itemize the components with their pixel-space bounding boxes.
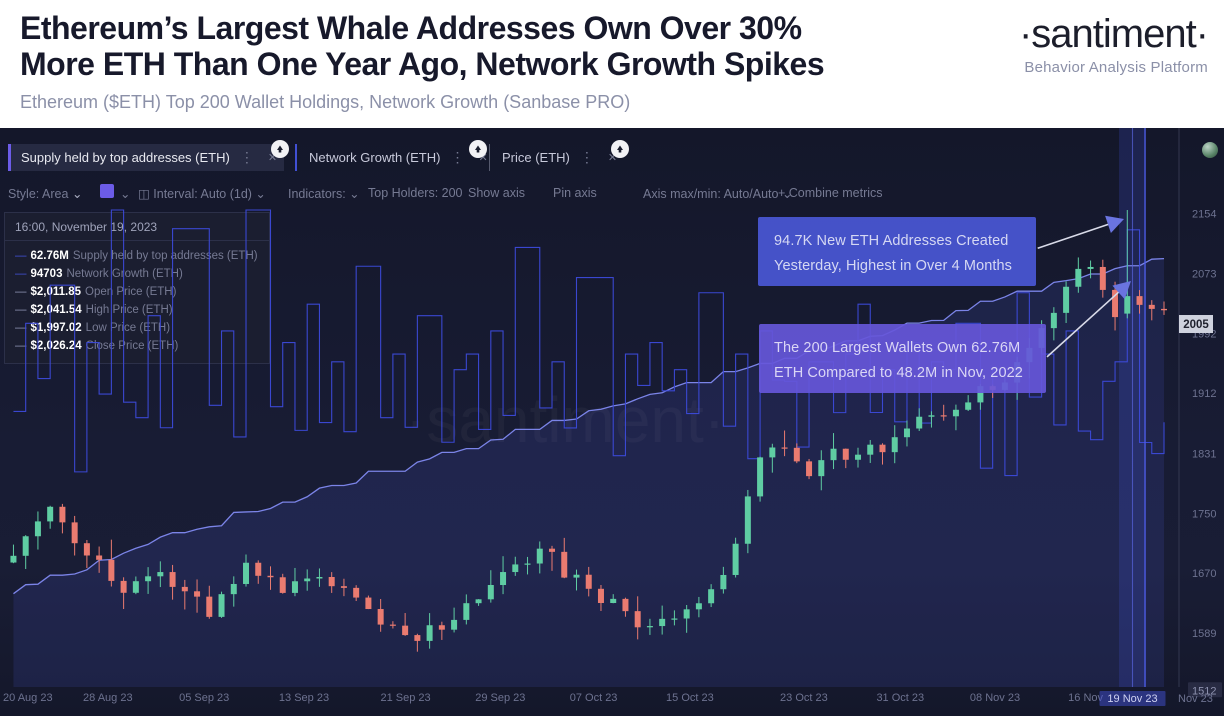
svg-text:1670: 1670 [1192, 568, 1216, 580]
svg-text:2073: 2073 [1192, 268, 1216, 280]
svg-text:2005: 2005 [1183, 319, 1209, 331]
svg-text:21 Sep 23: 21 Sep 23 [381, 692, 431, 704]
svg-text:29 Sep 23: 29 Sep 23 [475, 692, 525, 704]
svg-text:28 Aug 23: 28 Aug 23 [83, 692, 133, 704]
svg-text:19 Nov 23: 19 Nov 23 [1107, 693, 1157, 705]
svg-text:05 Sep 23: 05 Sep 23 [179, 692, 229, 704]
svg-text:1750: 1750 [1192, 508, 1216, 520]
svg-text:08 Nov 23: 08 Nov 23 [970, 692, 1020, 704]
svg-text:Nov 23: Nov 23 [1178, 693, 1213, 705]
svg-text:07 Oct 23: 07 Oct 23 [570, 692, 618, 704]
svg-text:Yesterday, Highest in Over 4 M: Yesterday, Highest in Over 4 Months [774, 258, 1012, 274]
svg-text:2154: 2154 [1192, 208, 1216, 220]
svg-text:31 Oct 23: 31 Oct 23 [876, 692, 924, 704]
svg-text:94.7K New ETH Addresses Create: 94.7K New ETH Addresses Created [774, 233, 1008, 249]
svg-text:1831: 1831 [1192, 448, 1216, 460]
svg-text:13 Sep 23: 13 Sep 23 [279, 692, 329, 704]
svg-text:1912: 1912 [1192, 388, 1216, 400]
svg-text:16 Nov: 16 Nov [1068, 692, 1103, 704]
svg-text:The 200 Largest Wallets Own 62: The 200 Largest Wallets Own 62.76M [774, 340, 1020, 356]
svg-text:20 Aug 23: 20 Aug 23 [3, 692, 53, 704]
svg-text:ETH Compared to 48.2M in Nov,: ETH Compared to 48.2M in Nov, 2022 [774, 365, 1023, 381]
svg-text:1589: 1589 [1192, 628, 1216, 640]
svg-text:23 Oct 23: 23 Oct 23 [780, 692, 828, 704]
svg-text:15 Oct 23: 15 Oct 23 [666, 692, 714, 704]
